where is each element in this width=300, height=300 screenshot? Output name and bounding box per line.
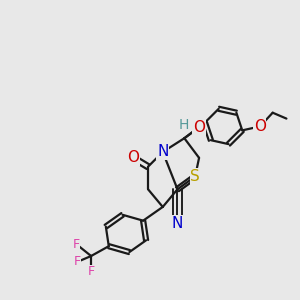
Text: S: S [190, 169, 200, 184]
Text: N: N [172, 216, 183, 231]
Text: N: N [157, 145, 168, 160]
Text: H: H [178, 118, 189, 133]
Text: O: O [193, 120, 205, 135]
Text: O: O [254, 119, 266, 134]
Text: F: F [73, 238, 80, 251]
Text: F: F [74, 255, 81, 268]
Text: O: O [127, 150, 139, 165]
Text: F: F [88, 265, 95, 278]
